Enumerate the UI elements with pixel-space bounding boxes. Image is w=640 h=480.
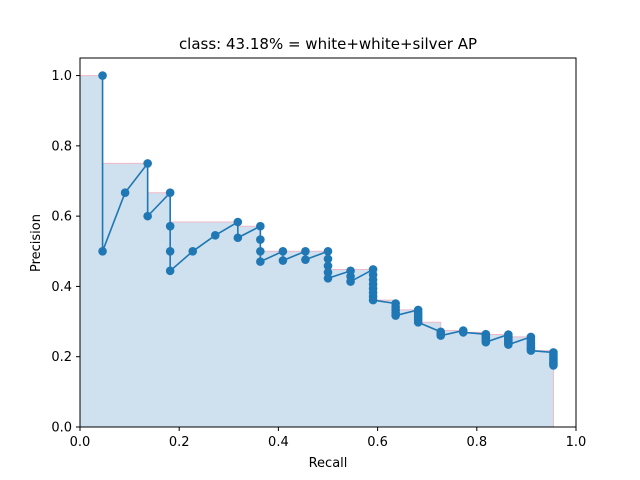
data-point xyxy=(256,257,265,266)
data-point xyxy=(210,230,220,240)
data-point xyxy=(120,188,130,198)
y-tick-label: 0.0 xyxy=(51,421,72,436)
x-tick-label: 0.6 xyxy=(367,435,388,450)
y-tick-label: 0.8 xyxy=(51,139,72,154)
data-point xyxy=(301,255,310,264)
data-point xyxy=(413,318,423,327)
y-tick-label: 1.0 xyxy=(51,69,72,84)
x-tick-label: 0.8 xyxy=(466,435,487,450)
plot-frame xyxy=(79,57,577,428)
data-point xyxy=(143,211,152,221)
data-point xyxy=(368,295,378,305)
data-point xyxy=(504,340,513,349)
data-point xyxy=(165,266,175,276)
x-tick-label: 0.0 xyxy=(70,435,91,450)
plot-area xyxy=(79,71,558,428)
x-tick-label: 1.0 xyxy=(566,435,587,450)
data-point xyxy=(256,235,265,244)
data-point xyxy=(323,274,333,283)
data-point xyxy=(323,268,333,277)
data-point xyxy=(233,233,243,243)
x-axis-label: Recall xyxy=(309,456,348,471)
data-point xyxy=(323,261,333,271)
data-point xyxy=(526,346,536,355)
data-point xyxy=(165,188,175,198)
data-point xyxy=(256,246,265,256)
data-point xyxy=(323,246,333,256)
y-tick-label: 0.2 xyxy=(51,350,72,365)
y-tick-label: 0.4 xyxy=(51,280,72,295)
data-point xyxy=(143,159,152,168)
data-point xyxy=(233,217,243,227)
data-point xyxy=(98,246,107,256)
data-point xyxy=(391,311,400,320)
data-point xyxy=(278,246,288,256)
data-point xyxy=(549,361,558,370)
data-point xyxy=(458,328,468,337)
chart-title: class: 43.18% = white+white+silver AP xyxy=(179,35,477,53)
x-tick-label: 0.2 xyxy=(169,435,190,450)
data-point xyxy=(256,221,265,231)
data-point xyxy=(323,254,333,264)
data-point xyxy=(301,246,310,256)
axis-ticks: 0.0 0.2 0.4 0.6 0.8 1.0 0.0 0.2 0.4 0.6 0.8 1.0 xyxy=(51,69,586,450)
data-point xyxy=(481,337,491,347)
data-point xyxy=(346,277,355,286)
y-tick-label: 0.6 xyxy=(51,210,72,225)
y-axis-label: Precision xyxy=(29,214,44,272)
data-point xyxy=(165,221,175,231)
data-point xyxy=(165,246,175,256)
data-point xyxy=(436,331,446,340)
data-point xyxy=(278,256,288,265)
data-point xyxy=(188,246,198,256)
data-point xyxy=(98,71,107,80)
x-tick-label: 0.4 xyxy=(268,435,289,450)
